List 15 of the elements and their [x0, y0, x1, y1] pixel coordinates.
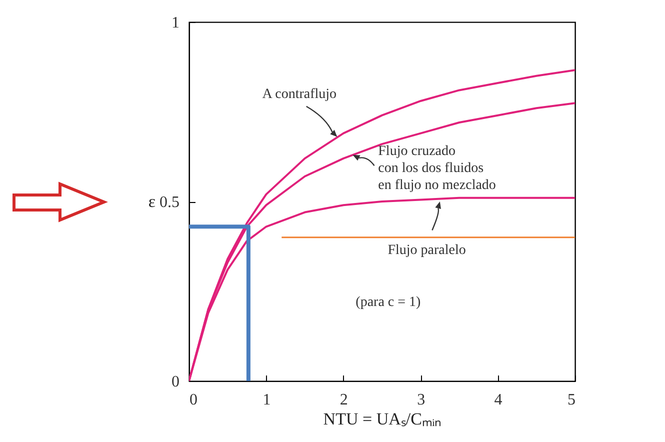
y-axis-title: ε: [148, 192, 156, 211]
annotation: (para c = 1): [356, 295, 422, 310]
x-tick-label: 3: [417, 392, 426, 408]
x-axis-title: NTU = UAₛ/Cₘᵢₙ: [323, 410, 442, 428]
annotation: Flujo cruzado con los dos fluidos en flujo no mezclado: [378, 144, 496, 194]
x-tick-label: 5: [568, 392, 576, 408]
x-tick-label: 1: [262, 392, 271, 408]
x-tick-label: 4: [494, 392, 502, 408]
x-tick-label: 0: [190, 392, 198, 408]
annotation: Flujo paralelo: [388, 242, 466, 258]
annotation: A contraflujo: [262, 86, 337, 102]
y-tick-label: 0: [172, 374, 180, 390]
y-tick-label: 1: [172, 14, 180, 32]
x-tick-label: 2: [340, 392, 348, 408]
y-tick-label: 0.5: [160, 194, 180, 211]
